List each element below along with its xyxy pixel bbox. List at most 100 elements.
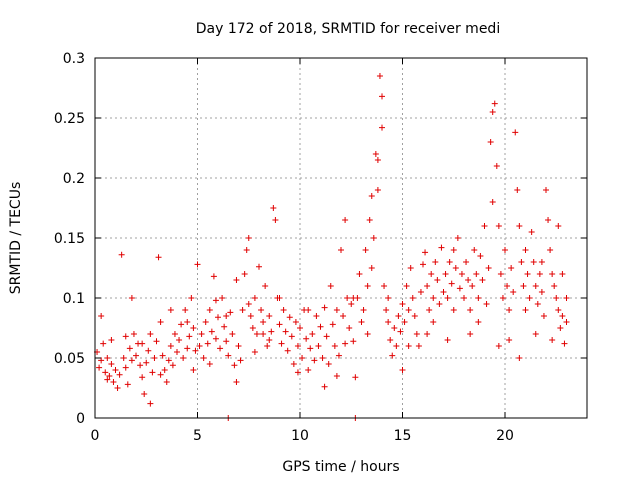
data-point xyxy=(522,307,529,313)
data-point xyxy=(520,283,527,289)
data-point xyxy=(251,295,258,301)
y-tick-label: 0.2 xyxy=(63,171,85,187)
data-point xyxy=(171,331,178,337)
data-point xyxy=(522,247,529,253)
data-point xyxy=(245,235,252,241)
data-point xyxy=(559,313,566,319)
data-point xyxy=(432,259,439,265)
chart-title: Day 172 of 2018, SRMTID for receiver med… xyxy=(196,21,500,37)
data-point xyxy=(436,301,443,307)
data-point xyxy=(307,345,314,352)
data-point xyxy=(130,331,137,337)
data-point xyxy=(100,340,107,347)
data-point xyxy=(508,265,515,271)
data-point xyxy=(192,347,199,354)
data-point xyxy=(104,355,111,361)
data-point xyxy=(399,367,406,373)
data-point xyxy=(563,295,570,301)
data-point xyxy=(96,364,103,371)
data-point xyxy=(237,357,244,364)
y-tick-label: 0 xyxy=(76,411,85,427)
data-point xyxy=(376,73,383,79)
x-tick-label: 5 xyxy=(193,428,202,444)
data-point xyxy=(198,331,205,337)
data-point xyxy=(116,371,123,378)
data-point xyxy=(463,259,470,265)
data-point xyxy=(128,357,135,364)
data-point xyxy=(532,331,539,337)
data-point xyxy=(379,124,385,131)
data-point xyxy=(555,307,562,313)
data-point xyxy=(450,307,457,313)
data-point xyxy=(504,283,511,289)
data-point xyxy=(536,271,543,277)
data-point xyxy=(223,338,230,345)
data-point xyxy=(182,307,189,313)
data-point xyxy=(374,157,381,163)
data-point xyxy=(512,129,519,136)
data-point xyxy=(284,347,291,354)
data-point xyxy=(102,369,109,376)
data-point xyxy=(471,247,478,253)
data-point xyxy=(415,343,422,349)
data-point xyxy=(352,374,359,381)
data-point xyxy=(206,361,213,367)
data-point xyxy=(430,319,437,325)
data-point xyxy=(186,333,193,340)
data-point xyxy=(368,193,375,199)
data-point xyxy=(124,381,131,388)
data-point xyxy=(405,307,412,313)
data-point xyxy=(514,187,521,193)
data-point xyxy=(510,289,517,295)
data-point xyxy=(153,338,160,345)
data-point xyxy=(344,295,351,301)
data-point xyxy=(364,283,371,289)
data-point xyxy=(235,343,242,349)
data-point xyxy=(145,347,152,354)
data-point xyxy=(282,328,289,335)
data-point xyxy=(342,340,349,347)
data-point xyxy=(256,263,262,270)
data-point xyxy=(413,331,420,337)
data-point xyxy=(114,385,121,391)
data-point xyxy=(159,352,166,359)
data-point xyxy=(194,261,201,268)
data-point xyxy=(422,249,429,256)
data-point xyxy=(266,313,273,319)
data-point xyxy=(428,271,435,277)
data-point xyxy=(456,285,463,292)
data-point xyxy=(444,337,451,343)
data-point xyxy=(391,325,398,331)
data-point xyxy=(340,313,347,319)
data-point xyxy=(381,283,388,289)
x-tick-label: 15 xyxy=(394,428,412,444)
y-tick-label: 0.1 xyxy=(63,291,85,307)
data-point xyxy=(342,217,349,223)
data-point xyxy=(178,321,185,328)
data-point xyxy=(397,328,404,335)
data-point xyxy=(530,259,537,265)
data-point xyxy=(516,355,523,361)
data-point xyxy=(133,352,139,359)
data-point xyxy=(190,325,197,331)
y-tick-label: 0.3 xyxy=(63,51,85,67)
data-point xyxy=(212,335,219,342)
data-points xyxy=(94,73,570,421)
data-point xyxy=(417,289,424,295)
data-point xyxy=(528,229,535,235)
data-point xyxy=(438,244,445,251)
data-point xyxy=(241,271,248,277)
data-point xyxy=(561,340,568,347)
data-point xyxy=(147,331,154,337)
data-point xyxy=(299,355,306,361)
data-point xyxy=(489,109,496,115)
data-point xyxy=(387,337,394,343)
data-point xyxy=(389,352,396,359)
data-point xyxy=(303,335,310,342)
data-point xyxy=(231,362,238,369)
data-point xyxy=(563,319,570,325)
data-point xyxy=(524,271,531,277)
data-point xyxy=(317,323,324,330)
data-point xyxy=(329,321,336,328)
data-point xyxy=(489,199,496,205)
